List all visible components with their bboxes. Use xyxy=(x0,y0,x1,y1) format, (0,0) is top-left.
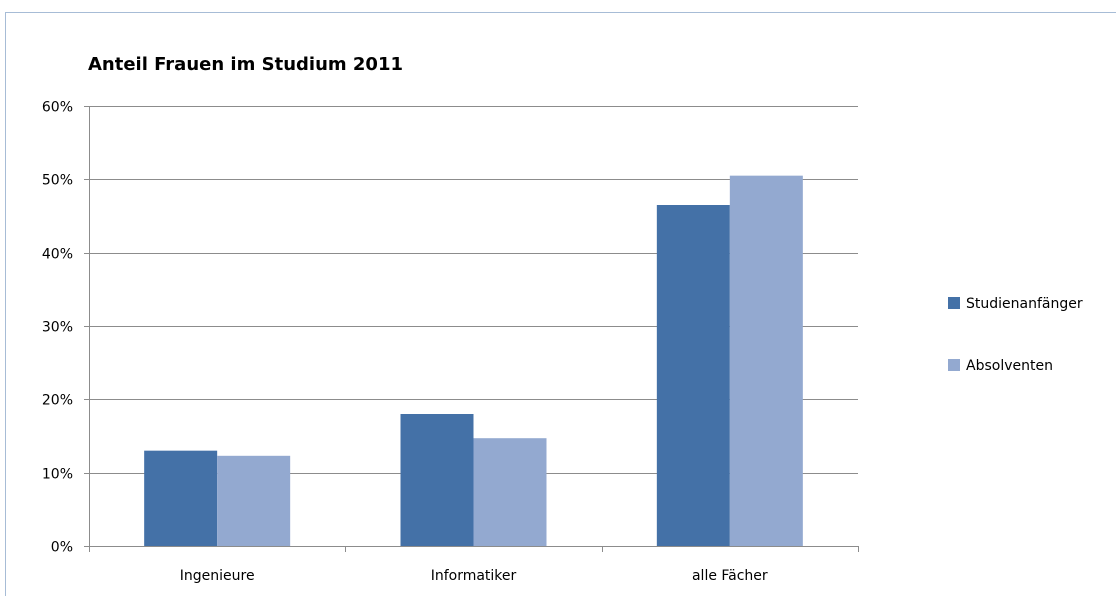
y-tick-label: 0% xyxy=(51,540,73,556)
y-tick-label: 30% xyxy=(42,320,73,336)
bar-absolventen-2 xyxy=(473,438,547,546)
bar-studienanf-nger-3 xyxy=(656,205,730,546)
bar-studienanf-nger-1 xyxy=(144,450,218,546)
tick-labels: 0% 10% 20% 30% 40% 50% 60% Ingenieure Informatik… xyxy=(42,100,768,585)
legend-label: Absolventen xyxy=(966,358,1053,374)
bars xyxy=(144,175,803,546)
legend: Studienanfänger Absolventen xyxy=(948,296,1083,374)
x-tick-label: Ingenieure xyxy=(180,568,255,584)
bar-studienanf-nger-2 xyxy=(400,414,474,546)
bar-absolventen-1 xyxy=(217,455,291,546)
y-tick-label: 50% xyxy=(42,173,73,189)
x-tick-label: Informatiker xyxy=(431,568,517,584)
y-tick-label: 60% xyxy=(42,100,73,116)
x-tick-label: alle Fächer xyxy=(692,568,768,584)
axes xyxy=(89,106,859,552)
legend-label: Studienanfänger xyxy=(966,296,1083,312)
legend-swatch xyxy=(948,359,960,371)
bar-absolventen-3 xyxy=(729,175,803,546)
y-tick-label: 20% xyxy=(42,393,73,409)
legend-swatch xyxy=(948,297,960,309)
y-tick-label: 40% xyxy=(42,247,73,263)
chart-title: Anteil Frauen im Studium 2011 xyxy=(88,54,403,75)
y-tick-label: 10% xyxy=(42,467,73,483)
